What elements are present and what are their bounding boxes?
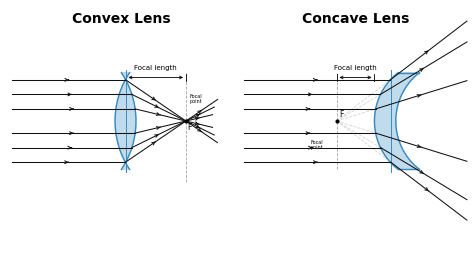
- Text: Concave Lens: Concave Lens: [302, 12, 409, 26]
- Text: F: F: [339, 110, 343, 119]
- Text: Focal
point: Focal point: [310, 140, 323, 151]
- Text: Focal length: Focal length: [334, 65, 377, 71]
- Text: Convex Lens: Convex Lens: [72, 12, 170, 26]
- Polygon shape: [374, 73, 419, 169]
- Text: F: F: [187, 123, 191, 131]
- Text: dreamstime.com: dreamstime.com: [39, 250, 103, 259]
- Text: Focal length: Focal length: [134, 65, 177, 71]
- Text: Focal
point: Focal point: [190, 94, 202, 105]
- Polygon shape: [115, 73, 136, 169]
- Text: ID 257267909  © Jaksamya: ID 257267909 © Jaksamya: [331, 251, 428, 257]
